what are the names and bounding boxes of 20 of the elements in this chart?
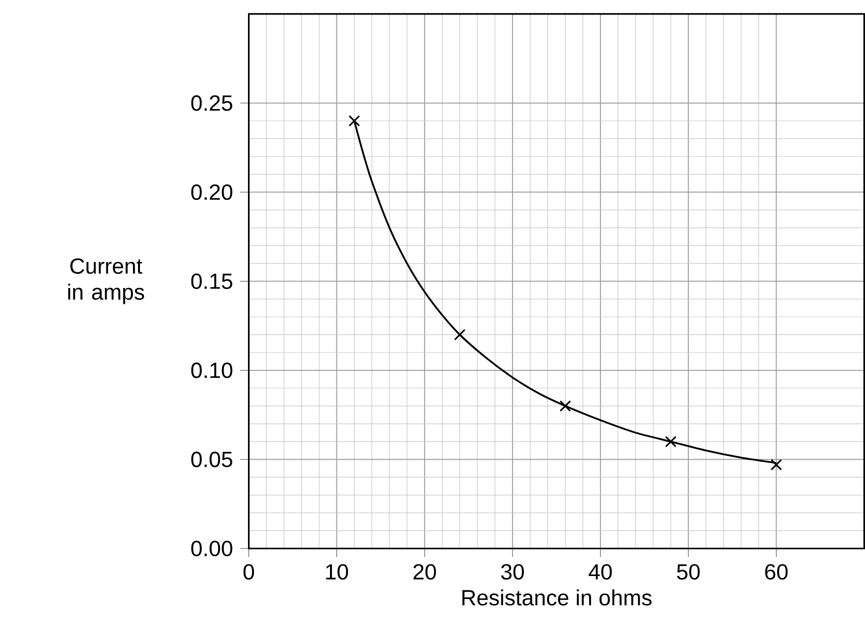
y-tick-label: 0.00 <box>191 540 232 556</box>
x-tick-label: 60 <box>765 564 788 580</box>
y-axis-title: Current in amps <box>68 258 144 304</box>
y-tick-label: 0.10 <box>191 362 232 378</box>
x-tick-label: 30 <box>501 564 524 580</box>
y-tick-label: 0.25 <box>191 95 232 111</box>
point <box>770 458 782 470</box>
point <box>454 328 466 340</box>
point <box>665 436 677 448</box>
x-tick-label: 20 <box>413 564 436 580</box>
point <box>348 114 360 126</box>
x-tick-label: 50 <box>677 564 700 580</box>
point <box>560 400 572 412</box>
y-tick-label: 0.05 <box>191 451 232 467</box>
x-tick-label: 40 <box>588 564 612 580</box>
y-tick-label: 0.15 <box>191 273 232 289</box>
x-tick-label: 0 <box>244 564 254 580</box>
x-axis-title: Resistance in ohms <box>462 589 652 606</box>
x-tick-label: 10 <box>326 564 348 580</box>
y-tick-label: 0.20 <box>191 184 232 200</box>
